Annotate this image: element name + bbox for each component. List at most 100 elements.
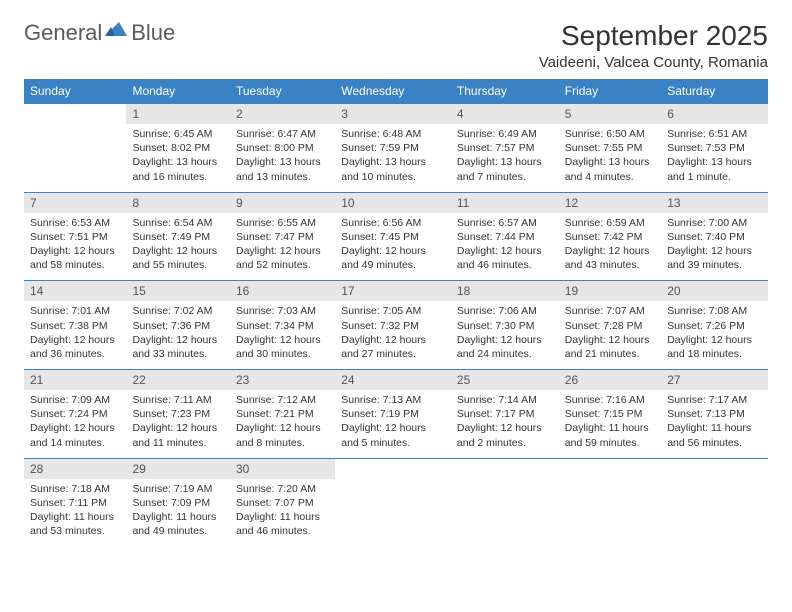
day-cell: Sunrise: 7:08 AMSunset: 7:26 PMDaylight:… <box>661 301 768 369</box>
daynum-cell: 21 <box>24 370 126 391</box>
sunset-text: Sunset: 7:57 PM <box>457 141 553 155</box>
day-cell: Sunrise: 7:18 AMSunset: 7:11 PMDaylight:… <box>24 479 126 547</box>
day-cell: Sunrise: 6:50 AMSunset: 7:55 PMDaylight:… <box>559 124 661 192</box>
sunrise-text: Sunrise: 6:50 AM <box>565 127 655 141</box>
sunset-text: Sunset: 7:19 PM <box>341 407 445 421</box>
daynum-cell: 30 <box>230 458 335 479</box>
daylight-text: Daylight: 12 hours and 18 minutes. <box>667 333 762 361</box>
daylight-text: Daylight: 11 hours and 56 minutes. <box>667 421 762 449</box>
daynum-cell: 24 <box>335 370 451 391</box>
sunrise-text: Sunrise: 7:07 AM <box>565 304 655 318</box>
calendar-table: Sunday Monday Tuesday Wednesday Thursday… <box>24 79 768 546</box>
sunset-text: Sunset: 7:11 PM <box>30 496 120 510</box>
daylight-text: Daylight: 12 hours and 43 minutes. <box>565 244 655 272</box>
daynum-cell: 29 <box>126 458 230 479</box>
sunrise-text: Sunrise: 6:47 AM <box>236 127 329 141</box>
daynum-cell: 17 <box>335 281 451 302</box>
sunrise-text: Sunrise: 7:20 AM <box>236 482 329 496</box>
logo-text-general: General <box>24 20 102 45</box>
sunset-text: Sunset: 7:09 PM <box>132 496 224 510</box>
sunrise-text: Sunrise: 7:14 AM <box>457 393 553 407</box>
location-label: Vaideeni, Valcea County, Romania <box>539 54 768 71</box>
sunrise-text: Sunrise: 6:59 AM <box>565 216 655 230</box>
day-cell: Sunrise: 6:49 AMSunset: 7:57 PMDaylight:… <box>451 124 559 192</box>
sunset-text: Sunset: 7:13 PM <box>667 407 762 421</box>
sunset-text: Sunset: 7:42 PM <box>565 230 655 244</box>
daylight-text: Daylight: 11 hours and 49 minutes. <box>132 510 224 538</box>
daylight-text: Daylight: 11 hours and 46 minutes. <box>236 510 329 538</box>
sunrise-text: Sunrise: 6:49 AM <box>457 127 553 141</box>
daynum-cell: 22 <box>126 370 230 391</box>
daylight-text: Daylight: 12 hours and 8 minutes. <box>236 421 329 449</box>
daylight-text: Daylight: 12 hours and 39 minutes. <box>667 244 762 272</box>
day-cell: Sunrise: 7:13 AMSunset: 7:19 PMDaylight:… <box>335 390 451 458</box>
daylight-text: Daylight: 11 hours and 53 minutes. <box>30 510 120 538</box>
daynum-cell <box>451 458 559 479</box>
daylight-text: Daylight: 12 hours and 30 minutes. <box>236 333 329 361</box>
daylight-text: Daylight: 12 hours and 49 minutes. <box>341 244 445 272</box>
daylight-text: Daylight: 13 hours and 1 minute. <box>667 155 762 183</box>
daynum-cell: 6 <box>661 104 768 125</box>
daylight-text: Daylight: 13 hours and 7 minutes. <box>457 155 553 183</box>
sunrise-text: Sunrise: 7:08 AM <box>667 304 762 318</box>
sunset-text: Sunset: 7:51 PM <box>30 230 120 244</box>
sunset-text: Sunset: 7:23 PM <box>132 407 224 421</box>
dayhead-mon: Monday <box>126 79 230 104</box>
day-cell: Sunrise: 7:20 AMSunset: 7:07 PMDaylight:… <box>230 479 335 547</box>
day-cell: Sunrise: 6:59 AMSunset: 7:42 PMDaylight:… <box>559 213 661 281</box>
sunset-text: Sunset: 7:30 PM <box>457 319 553 333</box>
sunset-text: Sunset: 7:28 PM <box>565 319 655 333</box>
dayhead-tue: Tuesday <box>230 79 335 104</box>
sunrise-text: Sunrise: 6:54 AM <box>132 216 224 230</box>
sunset-text: Sunset: 7:21 PM <box>236 407 329 421</box>
dayhead-wed: Wednesday <box>335 79 451 104</box>
daynum-cell: 2 <box>230 104 335 125</box>
day-cell: Sunrise: 7:07 AMSunset: 7:28 PMDaylight:… <box>559 301 661 369</box>
daylight-text: Daylight: 12 hours and 27 minutes. <box>341 333 445 361</box>
daynum-cell <box>24 104 126 125</box>
sunrise-text: Sunrise: 6:48 AM <box>341 127 445 141</box>
sunset-text: Sunset: 7:40 PM <box>667 230 762 244</box>
day-cell: Sunrise: 6:57 AMSunset: 7:44 PMDaylight:… <box>451 213 559 281</box>
daylight-text: Daylight: 12 hours and 46 minutes. <box>457 244 553 272</box>
sunrise-text: Sunrise: 7:13 AM <box>341 393 445 407</box>
sunset-text: Sunset: 7:49 PM <box>132 230 224 244</box>
sunrise-text: Sunrise: 6:45 AM <box>132 127 224 141</box>
daynum-cell: 18 <box>451 281 559 302</box>
daynum-cell <box>335 458 451 479</box>
sunset-text: Sunset: 7:26 PM <box>667 319 762 333</box>
sunrise-text: Sunrise: 6:53 AM <box>30 216 120 230</box>
sunrise-text: Sunrise: 6:57 AM <box>457 216 553 230</box>
daynum-cell: 8 <box>126 192 230 213</box>
day-cell: Sunrise: 7:14 AMSunset: 7:17 PMDaylight:… <box>451 390 559 458</box>
sunrise-text: Sunrise: 7:18 AM <box>30 482 120 496</box>
daynum-cell: 23 <box>230 370 335 391</box>
week-1-daynum-row: 78910111213 <box>24 192 768 213</box>
sunrise-text: Sunrise: 7:02 AM <box>132 304 224 318</box>
day-cell: Sunrise: 7:01 AMSunset: 7:38 PMDaylight:… <box>24 301 126 369</box>
daynum-cell: 4 <box>451 104 559 125</box>
day-cell: Sunrise: 6:47 AMSunset: 8:00 PMDaylight:… <box>230 124 335 192</box>
week-0-daynum-row: 123456 <box>24 104 768 125</box>
title-block: September 2025 Vaideeni, Valcea County, … <box>539 20 768 71</box>
sunset-text: Sunset: 7:38 PM <box>30 319 120 333</box>
week-2-daynum-row: 14151617181920 <box>24 281 768 302</box>
day-cell: Sunrise: 6:51 AMSunset: 7:53 PMDaylight:… <box>661 124 768 192</box>
daynum-cell: 28 <box>24 458 126 479</box>
sunrise-text: Sunrise: 7:11 AM <box>132 393 224 407</box>
daynum-cell: 20 <box>661 281 768 302</box>
page-title: September 2025 <box>539 20 768 52</box>
daylight-text: Daylight: 12 hours and 55 minutes. <box>132 244 224 272</box>
daynum-cell: 14 <box>24 281 126 302</box>
daylight-text: Daylight: 12 hours and 5 minutes. <box>341 421 445 449</box>
sunset-text: Sunset: 7:47 PM <box>236 230 329 244</box>
day-cell: Sunrise: 7:05 AMSunset: 7:32 PMDaylight:… <box>335 301 451 369</box>
sunset-text: Sunset: 7:44 PM <box>457 230 553 244</box>
sunset-text: Sunset: 7:32 PM <box>341 319 445 333</box>
week-4-content-row: Sunrise: 7:18 AMSunset: 7:11 PMDaylight:… <box>24 479 768 547</box>
daylight-text: Daylight: 13 hours and 16 minutes. <box>132 155 224 183</box>
daynum-cell: 25 <box>451 370 559 391</box>
daylight-text: Daylight: 12 hours and 33 minutes. <box>132 333 224 361</box>
sunset-text: Sunset: 7:36 PM <box>132 319 224 333</box>
week-4-daynum-row: 282930 <box>24 458 768 479</box>
